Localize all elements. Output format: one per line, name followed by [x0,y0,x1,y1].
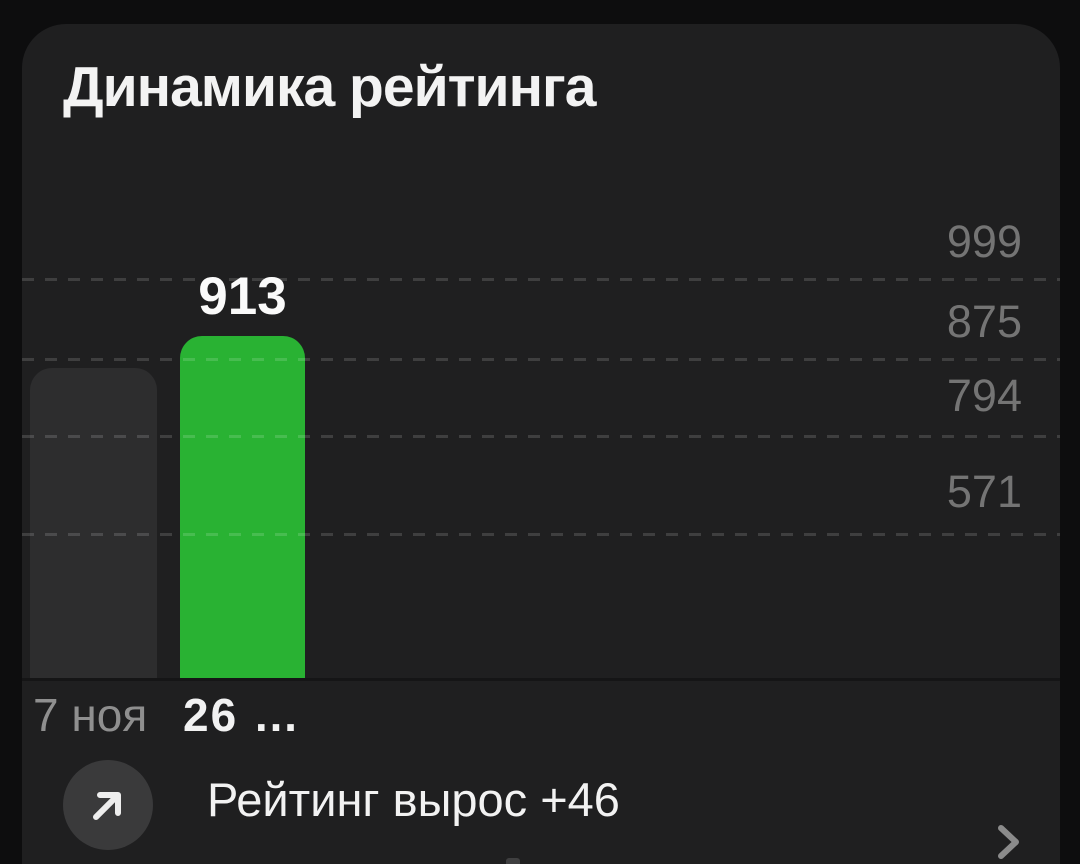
rating-dynamics-card[interactable]: Динамика рейтинга 999 875 794 571 913 7 … [22,24,1060,864]
bar-value-label: 913 [198,267,287,326]
rating-summary-row[interactable]: Рейтинг вырос +46 [22,744,1060,864]
y-axis-tick: 794 [946,370,1022,421]
x-axis-label-previous: 7 ноя [33,689,148,741]
y-axis-tick: 875 [946,296,1022,347]
y-axis-tick: 999 [946,216,1022,267]
rating-change-text: Рейтинг вырос +46 [207,773,620,826]
gridline [22,278,1060,281]
gridline [22,435,1060,438]
gridline [22,533,1060,536]
y-axis-tick: 571 [946,466,1022,517]
chevron-right-icon[interactable] [996,820,1022,864]
card-title: Динамика рейтинга [63,55,596,119]
gridline [22,358,1060,361]
bar-previous-rating [30,368,157,678]
x-axis-line [22,678,1060,681]
clipped-next-row-glyph [506,858,520,864]
rating-bar-chart: 999 875 794 571 913 7 ноя 26 … [22,24,1060,864]
arrow-up-right-icon [63,760,153,850]
x-axis-label-current: 26 … [183,689,301,741]
bar-current-rating [180,336,305,678]
